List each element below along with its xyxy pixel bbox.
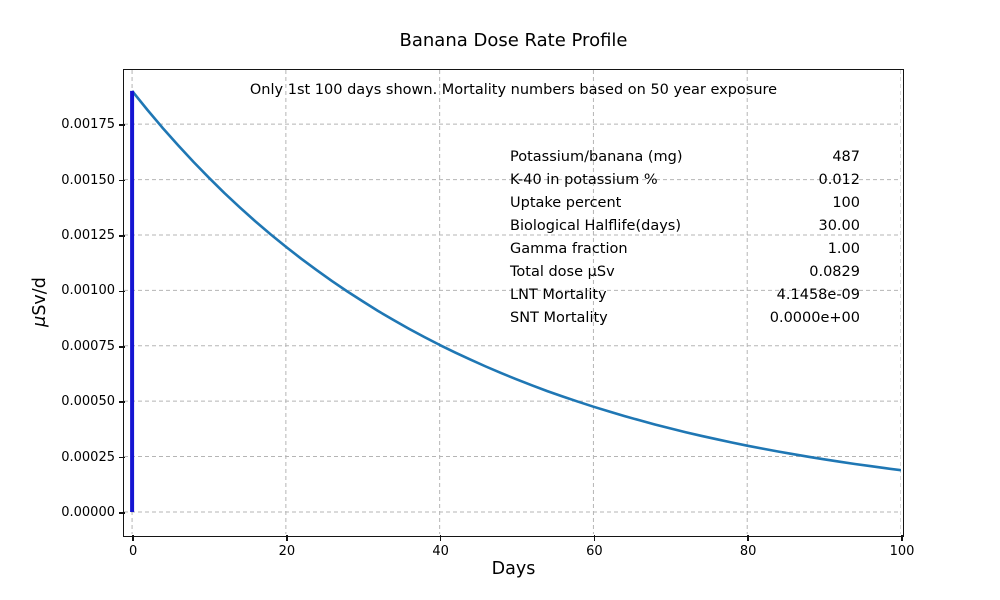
y-tick-mark bbox=[119, 401, 125, 403]
y-tick-label: 0.00025 bbox=[61, 449, 115, 465]
x-tick-label: 40 bbox=[432, 544, 449, 559]
y-tick-mark bbox=[119, 512, 125, 514]
parameter-label: Biological Halflife(days) bbox=[510, 218, 682, 234]
chart-subtitle: Only 1st 100 days shown. Mortality numbe… bbox=[249, 82, 778, 98]
parameter-table: Potassium/banana (mg) 487 K-40 in potassiu… bbox=[510, 146, 860, 330]
parameter-value: 30.00 bbox=[818, 218, 860, 234]
parameter-label: LNT Mortality bbox=[510, 287, 607, 303]
parameter-row: Uptake percent 100 bbox=[510, 192, 860, 215]
y-tick-label: 0.00125 bbox=[61, 228, 115, 243]
y-tick-label: 0.00175 bbox=[61, 117, 115, 133]
parameter-value: 0.0829 bbox=[809, 264, 860, 280]
parameter-label: Potassium/banana (mg) bbox=[510, 149, 683, 165]
parameter-row: Biological Halflife(days) 30.00 bbox=[510, 215, 860, 238]
x-tick-label: 100 bbox=[889, 544, 915, 559]
parameter-label: K-40 in potassium % bbox=[510, 172, 658, 188]
parameter-row: Gamma fraction 1.00 bbox=[510, 238, 860, 261]
parameter-value: 0.0000e+00 bbox=[769, 310, 860, 326]
x-tick-mark bbox=[439, 535, 442, 541]
x-axis-label: Days bbox=[491, 559, 536, 579]
x-tick-label: 20 bbox=[278, 544, 296, 559]
x-tick-mark bbox=[593, 535, 596, 541]
x-tick-label: 80 bbox=[739, 544, 757, 559]
parameter-row: SNT Mortality 0.0000e+00 bbox=[510, 307, 860, 330]
parameter-row: Total dose μSv 0.0829 bbox=[510, 261, 860, 284]
x-tick-mark bbox=[286, 535, 288, 541]
parameter-row: Potassium/banana (mg) 487 bbox=[510, 146, 860, 169]
y-tick-mark bbox=[119, 290, 125, 293]
parameter-label: SNT Mortality bbox=[510, 310, 608, 326]
y-tick-label: 0.00100 bbox=[61, 283, 115, 299]
chart-canvas bbox=[124, 70, 902, 535]
parameter-value: 1.00 bbox=[827, 241, 860, 257]
parameter-value: 4.1458e-09 bbox=[776, 287, 860, 303]
x-tick-label: 0 bbox=[128, 544, 138, 559]
parameter-value: 100 bbox=[832, 195, 860, 211]
y-tick-mark bbox=[119, 179, 125, 182]
y-tick-label: 0.00075 bbox=[61, 338, 115, 354]
plot-area bbox=[123, 69, 904, 537]
y-tick-mark bbox=[119, 124, 125, 126]
y-tick-mark bbox=[119, 456, 125, 459]
parameter-label: Uptake percent bbox=[510, 195, 622, 211]
y-tick-label: 0.00050 bbox=[61, 394, 115, 410]
parameter-value: 0.012 bbox=[818, 172, 860, 188]
y-tick-mark bbox=[119, 235, 125, 237]
y-tick-mark bbox=[119, 346, 125, 348]
x-tick-mark bbox=[901, 535, 903, 541]
y-tick-label: 0.00150 bbox=[61, 172, 115, 188]
chart-title: Banana Dose Rate Profile bbox=[399, 30, 628, 51]
parameter-row: LNT Mortality 4.1458e-09 bbox=[510, 284, 860, 307]
y-axis-label-mu: μ bbox=[30, 315, 50, 327]
parameter-value: 487 bbox=[832, 149, 860, 165]
parameter-label: Gamma fraction bbox=[510, 241, 628, 257]
y-tick-label: 0.00000 bbox=[61, 505, 115, 520]
x-tick-label: 60 bbox=[586, 544, 603, 559]
dose-rate-curve bbox=[131, 90, 902, 472]
parameter-row: K-40 in potassium % 0.012 bbox=[510, 169, 860, 192]
x-tick-mark bbox=[747, 535, 749, 541]
parameter-label: Total dose μSv bbox=[510, 264, 615, 280]
x-tick-mark bbox=[132, 535, 134, 541]
